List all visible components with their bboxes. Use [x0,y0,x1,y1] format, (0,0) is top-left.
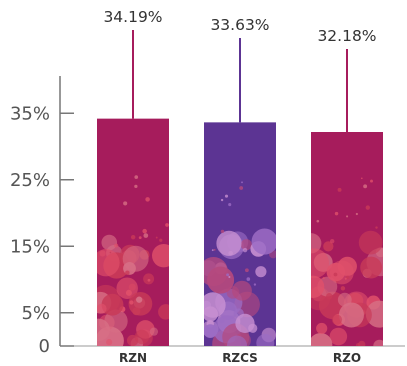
category-label: RZCS [222,351,258,365]
y-tick-label: 15% [10,236,50,257]
value-label: 33.63% [210,16,269,34]
value-label: 34.19% [103,8,162,26]
y-tick-label: 5% [21,303,50,324]
bar-texture [204,181,276,346]
bar-texture [311,177,383,346]
bar-texture [97,175,169,346]
bars [97,118,383,346]
category-label: RZO [333,351,361,365]
y-tick-label: 25% [10,170,50,191]
category-label: RZN [119,351,147,365]
y-axis: 0 5% 15% 25% 35% [10,76,405,357]
value-label: 32.18% [317,27,376,45]
y-tick-label: 35% [10,103,50,124]
y-tick-label: 0 [39,336,50,357]
labels: 34.19% RZN 33.63% RZCS 32.18% RZO [103,8,376,365]
